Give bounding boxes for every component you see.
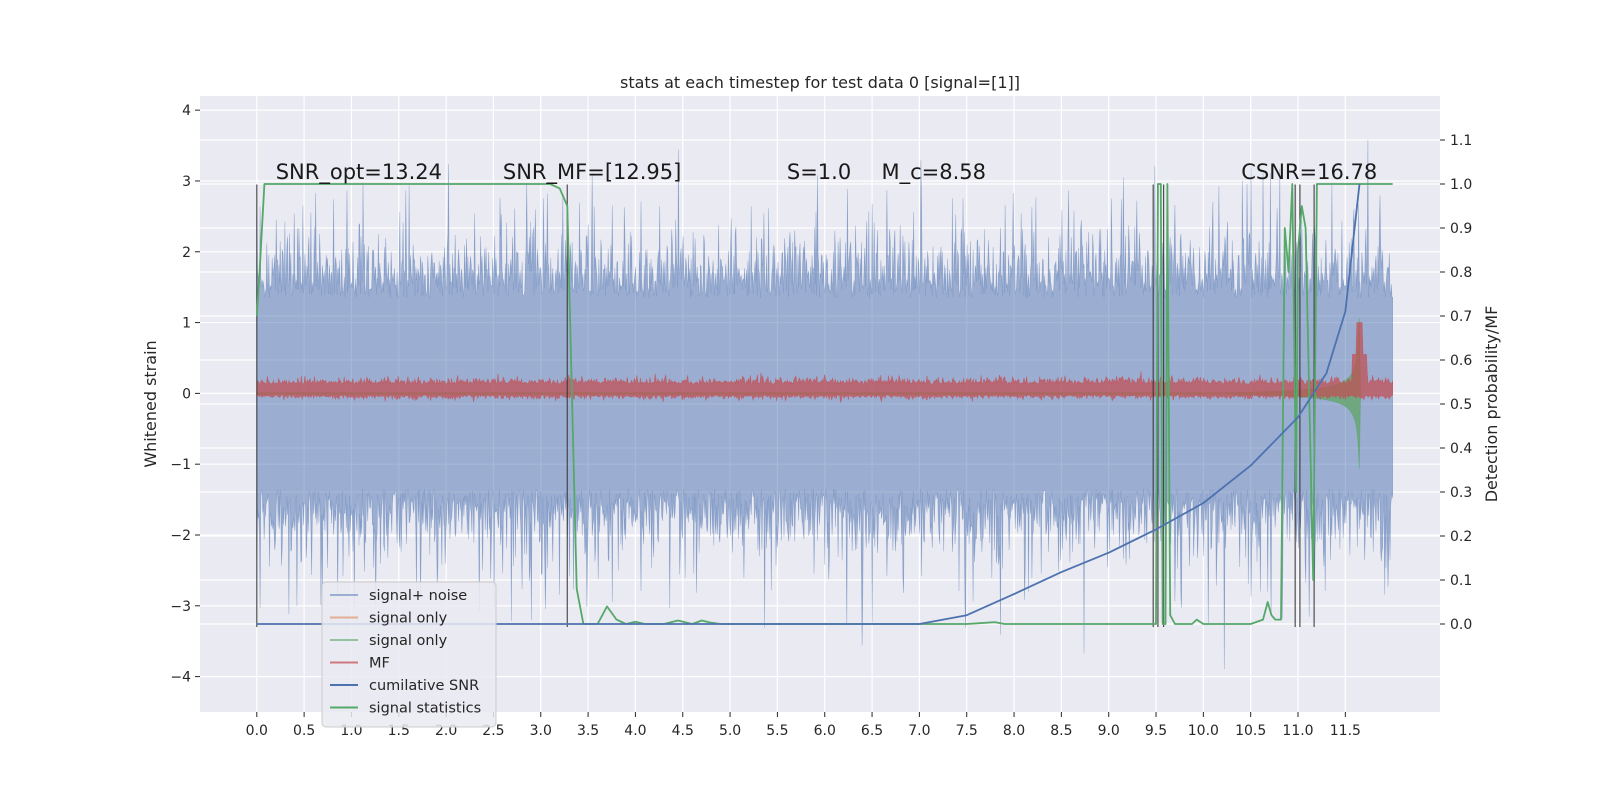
y-tick-label: −3 bbox=[170, 599, 191, 615]
y-tick-label: −1 bbox=[170, 457, 191, 473]
series-mf bbox=[256, 322, 1393, 404]
y2-tick-label: 1.0 bbox=[1450, 177, 1472, 193]
y-tick-label: 1 bbox=[182, 316, 191, 332]
y2-tick-label: 0.4 bbox=[1450, 441, 1472, 457]
y2-tick-label: 1.1 bbox=[1450, 133, 1472, 149]
x-tick-label: 8.5 bbox=[1050, 723, 1072, 739]
x-axis-ticks: 0.0 0.5 1.0 1.5 2.0 2.5 3.0 3.5 4.0 4.5 5.0 5.5 6.0 6… bbox=[246, 712, 1361, 739]
x-tick-label: 10.0 bbox=[1188, 723, 1219, 739]
series-signal-noise bbox=[256, 139, 1393, 670]
legend-label: signal only bbox=[369, 633, 448, 649]
y-tick-label: 2 bbox=[182, 245, 191, 261]
y2-tick-label: 0.7 bbox=[1450, 309, 1472, 325]
x-tick-label: 5.0 bbox=[719, 723, 741, 739]
annotation-label: M_c=8.58 bbox=[882, 160, 987, 185]
x-tick-label: 4.5 bbox=[672, 723, 694, 739]
x-tick-label: 8.0 bbox=[1003, 723, 1025, 739]
x-tick-label: 6.5 bbox=[861, 723, 883, 739]
series-signal-statistics bbox=[255, 183, 1393, 625]
x-tick-label: 0.5 bbox=[293, 723, 315, 739]
y2-tick-label: 0.8 bbox=[1450, 265, 1472, 281]
x-tick-label: 11.5 bbox=[1330, 723, 1361, 739]
noise-band-layer bbox=[256, 139, 1393, 670]
annotation-label: CSNR=16.78 bbox=[1241, 160, 1377, 184]
x-tick-label: 3.0 bbox=[530, 723, 552, 739]
y2-tick-label: 0.9 bbox=[1450, 221, 1472, 237]
y2-tick-label: 0.0 bbox=[1450, 617, 1472, 633]
legend-label: signal+ noise bbox=[369, 588, 467, 604]
chart-title: stats at each timestep for test data 0 [… bbox=[620, 73, 1020, 92]
x-tick-label: 9.5 bbox=[1145, 723, 1167, 739]
y-axis-ticks: 4 3 2 1 0 −1 −2 −3 −4 bbox=[170, 103, 200, 686]
legend-box bbox=[321, 581, 497, 728]
annotation-label: SNR_MF=[12.95] bbox=[503, 160, 681, 185]
y2-tick-label: 0.1 bbox=[1450, 573, 1472, 589]
series-layer bbox=[255, 183, 1393, 628]
legend-label: MF bbox=[369, 656, 390, 672]
y-tick-label: −4 bbox=[170, 670, 191, 686]
annotations: SNR_opt=13.24 SNR_MF=[12.95] S=1.0 M_c=8.58… bbox=[276, 160, 1378, 185]
x-tick-label: 11.0 bbox=[1282, 723, 1313, 739]
legend-label: signal statistics bbox=[369, 701, 481, 717]
series-cumulative-snr bbox=[256, 183, 1361, 625]
legend-label: signal only bbox=[369, 611, 448, 627]
x-tick-label: 3.5 bbox=[577, 723, 599, 739]
y2-axis-label: Detection probability/MF bbox=[1482, 306, 1501, 503]
x-tick-label: 4.0 bbox=[624, 723, 646, 739]
x-tick-label: 6.0 bbox=[814, 723, 836, 739]
y-tick-label: −2 bbox=[170, 528, 191, 544]
legend-label: cumilative SNR bbox=[369, 678, 479, 694]
y2-axis-ticks: 1.1 1.0 0.9 0.8 0.7 0.6 0.5 0.4 0.3 0.2 0.1 0.0 bbox=[1440, 133, 1472, 633]
x-tick-label: 9.0 bbox=[1098, 723, 1120, 739]
annotation-label: S=1.0 bbox=[787, 160, 851, 184]
y-tick-label: 3 bbox=[182, 174, 191, 190]
y2-tick-label: 0.3 bbox=[1450, 485, 1472, 501]
legend: signal+ noise signal only signal only MF cum… bbox=[321, 581, 497, 728]
y-tick-label: 0 bbox=[182, 386, 191, 402]
y-tick-label: 4 bbox=[182, 103, 191, 119]
x-tick-label: 0.0 bbox=[246, 723, 268, 739]
x-tick-label: 10.5 bbox=[1235, 723, 1266, 739]
y2-tick-label: 0.2 bbox=[1450, 529, 1472, 545]
x-tick-label: 7.5 bbox=[956, 723, 978, 739]
x-tick-label: 5.5 bbox=[766, 723, 788, 739]
x-tick-label: 7.0 bbox=[908, 723, 930, 739]
annotation-label: SNR_opt=13.24 bbox=[276, 160, 442, 185]
y-axis-label: Whitened strain bbox=[141, 340, 160, 467]
y2-tick-label: 0.6 bbox=[1450, 353, 1472, 369]
y2-tick-label: 0.5 bbox=[1450, 397, 1472, 413]
